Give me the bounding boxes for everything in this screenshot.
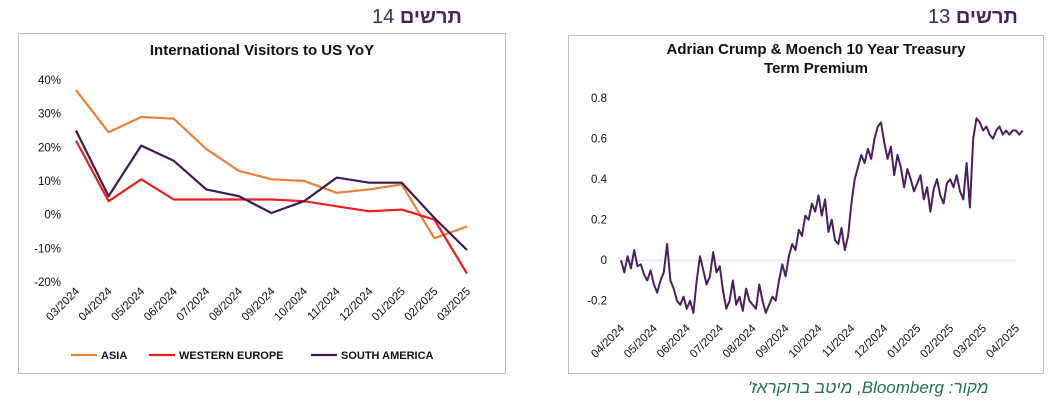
x-tick-label: 03/2025 bbox=[435, 286, 473, 324]
y-tick-label: 0.8 bbox=[591, 93, 607, 105]
x-tick-label: 10/2024 bbox=[272, 285, 310, 323]
figure-header-right: תרשים 13 bbox=[928, 6, 1018, 29]
y-tick-label: -10% bbox=[34, 243, 61, 255]
visitors-chart: International Visitors to US YoY 40% 30% 2… bbox=[34, 42, 473, 362]
chart-title-line-1: Adrian Crump & Moench 10 Year Treasury bbox=[667, 41, 967, 58]
x-tick-label: 03/2024 bbox=[44, 285, 82, 323]
x-tick-label: 11/2024 bbox=[820, 322, 858, 360]
chart-title: International Visitors to US YoY bbox=[150, 42, 374, 59]
x-tick-label: 06/2024 bbox=[142, 285, 180, 323]
x-tick-label: 01/2025 bbox=[885, 323, 923, 361]
x-tick-label: 07/2024 bbox=[175, 285, 213, 323]
figure-number: 14 bbox=[372, 6, 395, 28]
x-tick-label: 04/2025 bbox=[984, 323, 1022, 361]
term-premium-chart-panel: Adrian Crump & Moench 10 Year Treasury T… bbox=[568, 35, 1044, 374]
y-tick-label: 0.4 bbox=[591, 174, 608, 186]
series-line-western-europe bbox=[75, 140, 468, 275]
figure-header-left: תרשים 14 bbox=[372, 6, 462, 29]
legend-label: SOUTH AMERICA bbox=[341, 350, 434, 362]
x-tick-label: 08/2024 bbox=[207, 285, 245, 323]
x-tick-label: 12/2024 bbox=[337, 285, 375, 323]
y-tick-label: -0.2 bbox=[587, 296, 607, 308]
series-line-term-premium bbox=[620, 117, 1024, 314]
x-tick-label: 04/2024 bbox=[77, 285, 115, 323]
x-tick-label: 03/2025 bbox=[951, 323, 989, 361]
figure-word: תרשים bbox=[955, 6, 1018, 28]
y-tick-label: 0% bbox=[44, 210, 61, 222]
y-tick-label: -20% bbox=[34, 277, 61, 289]
y-tick-label: 0.2 bbox=[591, 215, 607, 227]
x-tick-label: 09/2024 bbox=[240, 285, 278, 323]
term-premium-chart: Adrian Crump & Moench 10 Year Treasury T… bbox=[587, 41, 1024, 361]
source-note: מקור: Bloomberg, מיטב ברוקראז' bbox=[748, 378, 989, 397]
x-tick-label: 02/2025 bbox=[403, 286, 441, 324]
x-tick-label: 04/2024 bbox=[589, 322, 627, 360]
figure-word: תרשים bbox=[399, 6, 462, 28]
visitors-chart-panel: International Visitors to US YoY 40% 30% 2… bbox=[18, 33, 506, 374]
x-tick-label: 01/2025 bbox=[370, 286, 408, 324]
x-tick-label: 05/2024 bbox=[622, 322, 660, 360]
x-tick-label: 11/2024 bbox=[306, 285, 344, 323]
x-tick-label: 06/2024 bbox=[655, 322, 693, 360]
y-tick-label: 0 bbox=[601, 255, 607, 267]
x-tick-label: 10/2024 bbox=[787, 322, 825, 360]
y-tick-label: 30% bbox=[38, 109, 61, 121]
legend-label: ASIA bbox=[101, 350, 127, 362]
x-tick-label: 07/2024 bbox=[688, 322, 726, 360]
x-tick-label: 12/2024 bbox=[853, 322, 891, 360]
figure-number: 13 bbox=[928, 6, 951, 28]
chart-title-line-2: Term Premium bbox=[764, 60, 868, 77]
y-tick-label: 20% bbox=[38, 142, 61, 154]
x-tick-label: 09/2024 bbox=[754, 322, 792, 360]
series-line-asia bbox=[75, 89, 468, 240]
x-tick-label: 08/2024 bbox=[721, 322, 759, 360]
y-tick-label: 40% bbox=[38, 75, 61, 87]
x-tick-label: 05/2024 bbox=[109, 285, 147, 323]
legend-label: WESTERN EUROPE bbox=[179, 350, 284, 362]
series-line-south-america bbox=[75, 130, 468, 251]
y-tick-label: 10% bbox=[38, 176, 61, 188]
x-tick-label: 02/2025 bbox=[918, 323, 956, 361]
y-tick-label: 0.6 bbox=[591, 134, 607, 146]
